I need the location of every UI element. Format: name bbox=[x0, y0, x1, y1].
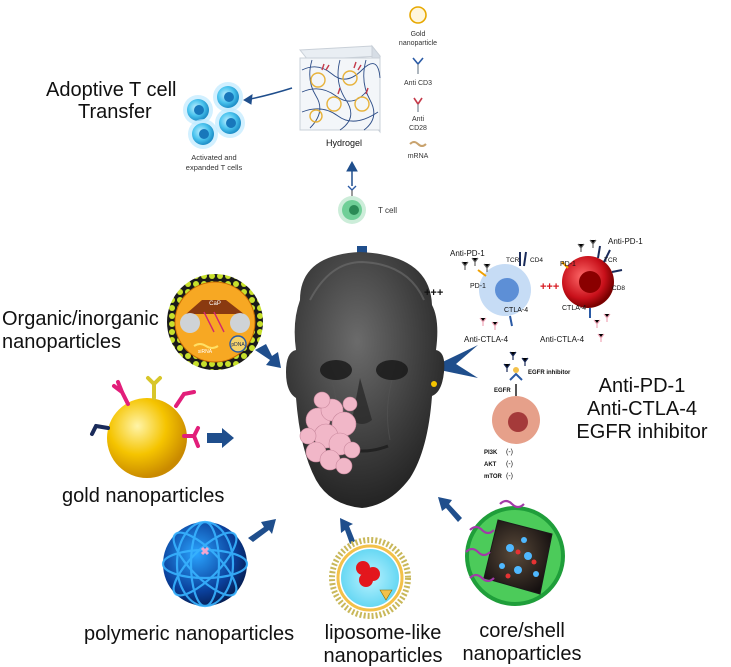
label-cd8: CD8 bbox=[612, 285, 625, 292]
label-coreshell-line2: nanoparticles bbox=[463, 643, 582, 665]
label-adoptive-line1: Adoptive T cell bbox=[46, 79, 176, 101]
label-plus-red: +++ bbox=[540, 281, 559, 293]
label-therapy-2: Anti-CTLA-4 bbox=[587, 398, 697, 420]
label-polymeric: polymeric nanoparticles bbox=[84, 623, 294, 645]
label-pi3k: PI3K bbox=[484, 450, 498, 456]
liposome-nanoparticle bbox=[329, 537, 411, 619]
label-legend-gold-2: nanoparticle bbox=[399, 40, 437, 47]
label-ctla4-left: CTLA-4 bbox=[504, 307, 528, 314]
label-activated-line1: Activated and bbox=[191, 153, 236, 162]
polymeric-nanoparticle bbox=[161, 520, 249, 608]
hydrogel-legend bbox=[409, 6, 427, 147]
arrow-coreshell-to-head bbox=[438, 497, 462, 522]
label-tcr-left: TCR bbox=[506, 257, 520, 264]
label-hydrogel: Hydrogel bbox=[326, 138, 362, 148]
label-legend-cd28-1: Anti bbox=[412, 116, 425, 123]
label-egfr: EGFR bbox=[494, 388, 511, 394]
label-minus-mtor: (-) bbox=[506, 473, 513, 480]
label-anticla4-right: Anti-CTLA-4 bbox=[540, 335, 585, 344]
label-coreshell-line1: core/shell bbox=[479, 620, 565, 642]
arrowhead-hydrogel-to-tcells bbox=[243, 94, 253, 105]
label-pdna: pDNA bbox=[231, 342, 245, 348]
label-tcell: T cell bbox=[378, 206, 397, 215]
label-minus-akt: (-) bbox=[506, 461, 513, 468]
label-minus-pi3k: (-) bbox=[506, 449, 513, 456]
tumor-mass bbox=[299, 391, 361, 475]
label-liposome-line2: nanoparticles bbox=[324, 645, 443, 667]
label-pd1-left: PD-1 bbox=[470, 283, 486, 290]
label-liposome-line1: liposome-like bbox=[325, 622, 442, 644]
egfr-tumor-cell bbox=[492, 351, 540, 444]
label-tcr-right: TCR bbox=[604, 257, 618, 264]
label-legend-gold-1: Gold bbox=[411, 31, 426, 38]
arrow-hydrogel-to-tcells bbox=[245, 87, 293, 101]
label-antipd1-right: Anti-PD-1 bbox=[608, 237, 643, 246]
label-cd4: CD4 bbox=[530, 257, 543, 264]
label-plus-black: +++ bbox=[424, 287, 443, 299]
label-gold: gold nanoparticles bbox=[62, 485, 224, 507]
arrow-organic-to-head bbox=[255, 344, 281, 368]
label-adoptive-line2: Transfer bbox=[78, 101, 152, 123]
label-organic-line1: Organic/inorganic bbox=[2, 308, 159, 330]
organic-inorganic-nanoparticle bbox=[167, 274, 263, 370]
label-egfr-inhibitor: EGFR inhibitor bbox=[528, 370, 571, 376]
label-anticla4-left: Anti-CTLA-4 bbox=[464, 335, 509, 344]
labels: Adoptive T cell Transfer Activated and e… bbox=[2, 31, 708, 667]
label-sirna: siRNA bbox=[198, 349, 213, 355]
legend-mrna-icon bbox=[409, 141, 427, 147]
label-legend-cd28-2: CD28 bbox=[409, 125, 427, 132]
head-with-tumor bbox=[286, 252, 445, 508]
hydrogel-block bbox=[299, 44, 381, 134]
label-organic-line2: nanoparticles bbox=[2, 331, 121, 353]
gold-nanoparticle bbox=[90, 376, 200, 478]
legend-anti-cd3-icon bbox=[412, 57, 424, 74]
label-antipd1-left: Anti-PD-1 bbox=[450, 249, 485, 258]
label-activated-line2: expanded T cells bbox=[186, 163, 243, 172]
arrow-liposome-to-head bbox=[340, 518, 355, 544]
label-mtor: mTOR bbox=[484, 474, 503, 480]
label-pd1-right: PD-1 bbox=[560, 261, 576, 268]
arrow-polymeric-to-head bbox=[248, 519, 276, 542]
label-therapy-3: EGFR inhibitor bbox=[576, 421, 707, 443]
label-therapy-1: Anti-PD-1 bbox=[599, 375, 686, 397]
coreshell-nanoparticle bbox=[465, 499, 565, 606]
legend-gold-icon bbox=[409, 6, 427, 24]
t-cell bbox=[338, 185, 366, 224]
cd8-t-cell bbox=[561, 239, 623, 342]
label-legend-cd3: Anti CD3 bbox=[404, 80, 432, 87]
arrowhead-tcell-to-hydrogel bbox=[346, 160, 358, 172]
arrow-gold-to-head bbox=[207, 428, 234, 448]
legend-anti-cd28-icon bbox=[413, 97, 423, 112]
activated-t-cells bbox=[183, 82, 245, 149]
label-akt: AKT bbox=[484, 462, 497, 468]
label-ctla4-right: CTLA-4 bbox=[562, 305, 586, 312]
label-cap: CaP bbox=[209, 301, 221, 307]
cd4-t-cell bbox=[461, 251, 531, 330]
label-legend-mrna: mRNA bbox=[408, 153, 429, 160]
